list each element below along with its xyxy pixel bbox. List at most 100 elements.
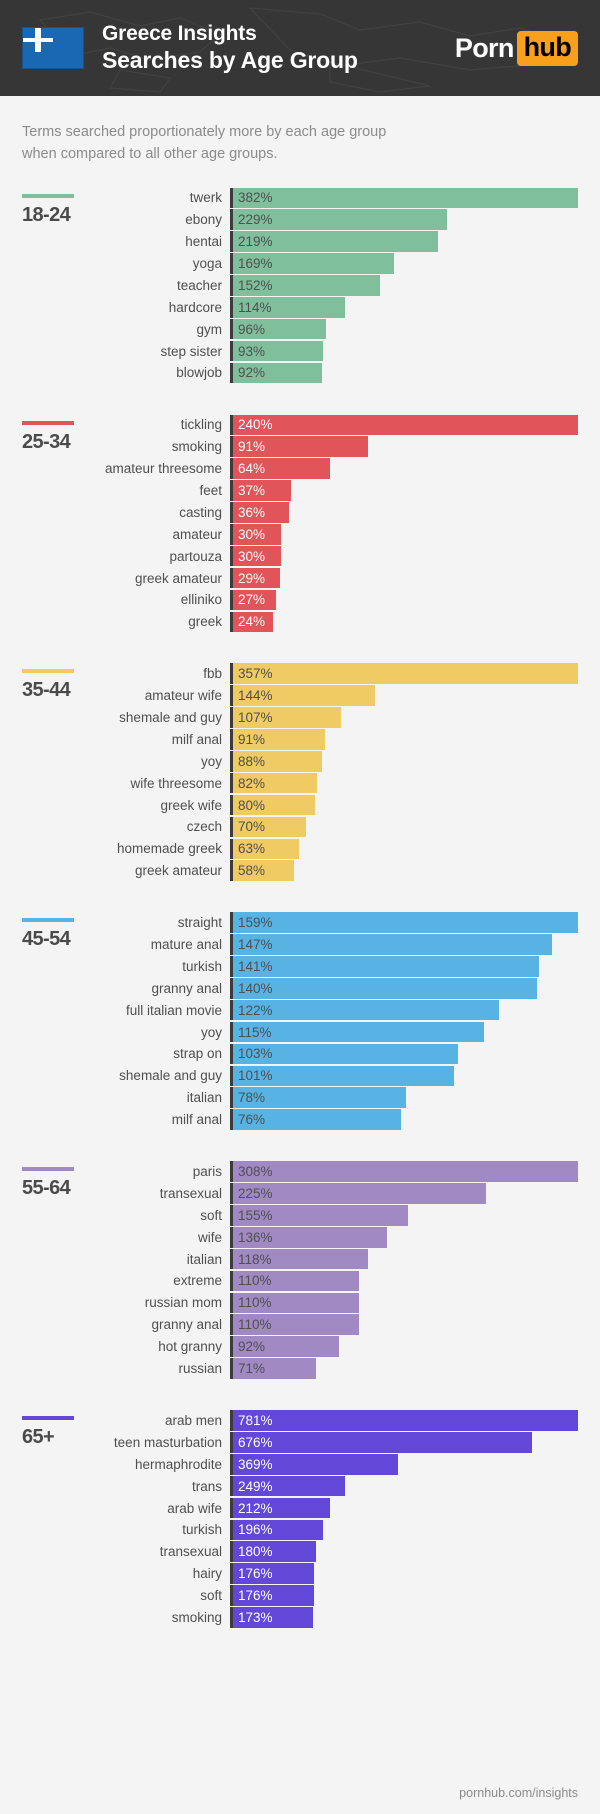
age-group-panel: 25-34 tickling 240% smoking 91% amateur three… <box>0 414 600 634</box>
bar-category-label: yoga <box>192 255 222 271</box>
bar-category-label: granny anal <box>151 1317 222 1333</box>
bar-row: teen masturbation 676% <box>98 1432 578 1453</box>
bar: 173% <box>233 1607 313 1628</box>
bar-category-label: russian <box>178 1361 222 1377</box>
bar-row: step sister 93% <box>98 340 578 362</box>
age-group-label: 18-24 <box>22 203 71 226</box>
bar: 781% <box>233 1410 578 1431</box>
bar-category-label: hairy <box>192 1566 222 1582</box>
bar-row: italian 78% <box>98 1087 578 1109</box>
bar-track: 176% <box>230 1585 578 1606</box>
bar-category-label: transexual <box>159 1544 222 1560</box>
bar-category-label: hentai <box>185 234 222 250</box>
bar: 240% <box>233 414 578 436</box>
bar-category-label: soft <box>200 1588 222 1604</box>
bar-track: 144% <box>230 685 578 706</box>
bar-category-label: hot granny <box>158 1339 222 1355</box>
bar-category-label: teacher <box>176 277 222 293</box>
bar-category-label: paris <box>192 1164 222 1180</box>
bar-track: 140% <box>230 978 578 999</box>
bar-category-label: greek amateur <box>134 570 222 586</box>
age-group-panel: 65+ arab men 781% teen masturbation 676% herm… <box>0 1410 600 1629</box>
bar-row: greek 24% <box>98 611 578 633</box>
bar-track: 114% <box>230 296 578 318</box>
age-group-header: 25-34 <box>22 415 98 634</box>
bar-track: 107% <box>230 707 578 728</box>
bar-category-label: blowjob <box>176 365 222 381</box>
bar-category-label: partouza <box>169 548 222 564</box>
bar-row: twerk 382% <box>98 187 578 209</box>
bar: 71% <box>233 1358 317 1379</box>
bar-category-label: amateur wife <box>144 688 222 704</box>
bar: 88% <box>233 750 323 772</box>
age-group-rule <box>22 1416 74 1421</box>
bar-category-label: full italian movie <box>125 1002 222 1018</box>
bar-category-label: russian mom <box>144 1295 222 1311</box>
bar-category-label: mature anal <box>150 937 222 953</box>
bar-track: 91% <box>230 436 578 457</box>
age-group-panel: 18-24 twerk 382% ebony 229% hentai 219% yoga 169… <box>0 187 600 385</box>
bar-track: 80% <box>230 794 578 816</box>
bar-row: fbb 357% <box>98 663 578 685</box>
bar-row: arab men 781% <box>98 1410 578 1431</box>
bar-row: ebony 229% <box>98 209 578 230</box>
bar-category-label: amateur threesome <box>104 461 222 477</box>
bar-category-label: czech <box>186 819 222 835</box>
bar-track: 382% <box>230 187 578 209</box>
bar-track: 37% <box>230 480 578 501</box>
bar-track: 96% <box>230 318 578 340</box>
bar: 37% <box>233 480 291 501</box>
bar-row: strap on 103% <box>98 1043 578 1065</box>
bar-row: yoy 115% <box>98 1021 578 1043</box>
bar-category-label: soft <box>200 1207 222 1223</box>
bar: 196% <box>233 1519 323 1541</box>
bar-track: 249% <box>230 1475 578 1497</box>
bar-category-label: yoy <box>200 753 222 769</box>
bar: 115% <box>233 1021 484 1043</box>
bar-row: shemale and guy 107% <box>98 707 578 728</box>
age-group-rule <box>22 193 74 198</box>
bar-row: transexual 225% <box>98 1183 578 1204</box>
age-group-header: 35-44 <box>22 663 98 882</box>
bar: 36% <box>233 502 290 523</box>
bar-track: 71% <box>230 1358 578 1379</box>
bar-category-label: granny anal <box>151 980 222 996</box>
bar-row: turkish 196% <box>98 1519 578 1541</box>
bar-track: 110% <box>230 1314 578 1336</box>
bar-row: milf anal 91% <box>98 729 578 750</box>
greece-flag-icon <box>22 27 84 69</box>
bar-row: hermaphrodite 369% <box>98 1453 578 1475</box>
bar-track: 91% <box>230 729 578 750</box>
bar-category-label: smoking <box>171 439 222 455</box>
bar-category-label: smoking <box>171 1609 222 1625</box>
title-line-1: Greece Insights <box>102 22 257 46</box>
age-group-label: 65+ <box>22 1426 55 1449</box>
bar: 110% <box>233 1314 359 1336</box>
bar: 225% <box>233 1183 486 1204</box>
bar: 63% <box>233 838 300 860</box>
bar-category-label: arab men <box>164 1412 222 1428</box>
bar-row: feet 37% <box>98 480 578 501</box>
bar: 91% <box>233 436 369 457</box>
bar-row: blowjob 92% <box>98 362 578 384</box>
bar-category-label: wife <box>197 1229 222 1245</box>
bar-track: 27% <box>230 589 578 611</box>
bar-track: 357% <box>230 663 578 685</box>
bar-row: soft 176% <box>98 1585 578 1606</box>
bar-track: 225% <box>230 1183 578 1204</box>
bar: 70% <box>233 816 306 838</box>
bar: 91% <box>233 729 326 750</box>
bar: 212% <box>233 1497 330 1519</box>
bar-rows: fbb 357% amateur wife 144% shemale and guy 10… <box>98 663 578 882</box>
bar: 169% <box>233 253 395 274</box>
bar-row: greek amateur 58% <box>98 860 578 882</box>
bar: 159% <box>233 912 578 933</box>
bar-category-label: trans <box>191 1478 222 1494</box>
bar-row: tickling 240% <box>98 414 578 436</box>
bar: 122% <box>233 999 499 1021</box>
bar-track: 308% <box>230 1161 578 1182</box>
age-group-panel: 45-54 straight 159% mature anal 147% turkish 1… <box>0 912 600 1131</box>
bar-rows: twerk 382% ebony 229% hentai 219% yoga 169% teac… <box>98 187 578 385</box>
bar-category-label: hardcore <box>168 299 222 315</box>
